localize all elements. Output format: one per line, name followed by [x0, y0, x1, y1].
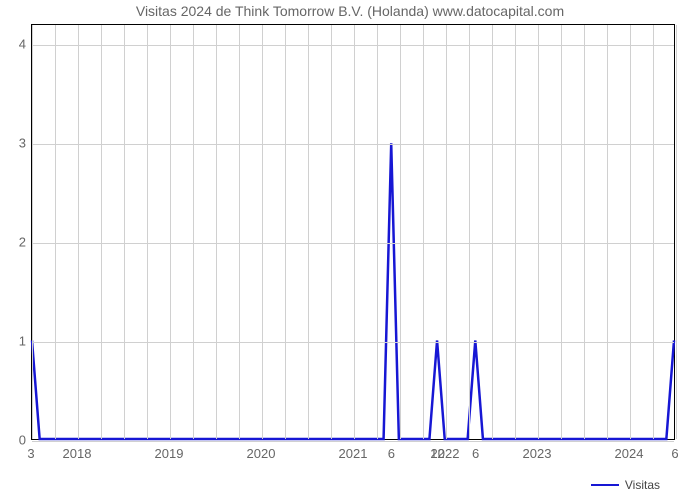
gridline-vertical [561, 25, 562, 439]
gridline-vertical [400, 25, 401, 439]
y-tick-label: 0 [10, 433, 26, 448]
gridline-vertical [423, 25, 424, 439]
gridline-vertical [262, 25, 263, 439]
x-tick-label: 2019 [155, 446, 184, 461]
x-tick-label: 2021 [339, 446, 368, 461]
gridline-vertical [78, 25, 79, 439]
y-tick-label: 4 [10, 36, 26, 51]
y-tick-label: 2 [10, 234, 26, 249]
legend-swatch [591, 484, 619, 486]
gridline-vertical [492, 25, 493, 439]
gridline-horizontal [32, 342, 674, 343]
x-tick-label: 2020 [247, 446, 276, 461]
legend-label: Visitas [625, 478, 660, 492]
gridline-horizontal [32, 243, 674, 244]
gridline-horizontal [32, 441, 674, 442]
gridline-vertical [285, 25, 286, 439]
gridline-vertical [446, 25, 447, 439]
x-callout-label: 6 [388, 446, 395, 461]
gridline-vertical [630, 25, 631, 439]
gridline-vertical [55, 25, 56, 439]
y-tick-label: 1 [10, 333, 26, 348]
gridline-vertical [239, 25, 240, 439]
legend: Visitas [591, 478, 660, 492]
gridline-vertical [607, 25, 608, 439]
chart-container: Visitas 2024 de Think Tomorrow B.V. (Hol… [0, 0, 700, 500]
x-callout-label: 6 [671, 446, 678, 461]
gridline-vertical [377, 25, 378, 439]
line-series [32, 143, 674, 439]
gridline-vertical [354, 25, 355, 439]
gridline-vertical [147, 25, 148, 439]
x-tick-label: 2018 [63, 446, 92, 461]
gridline-vertical [124, 25, 125, 439]
x-tick-label: 2024 [615, 446, 644, 461]
gridline-vertical [32, 25, 33, 439]
gridline-vertical [193, 25, 194, 439]
gridline-vertical [216, 25, 217, 439]
gridline-vertical [170, 25, 171, 439]
plot-area [31, 24, 675, 440]
chart-title: Visitas 2024 de Think Tomorrow B.V. (Hol… [0, 3, 700, 19]
line-series-svg [32, 25, 674, 439]
gridline-vertical [469, 25, 470, 439]
x-callout-label: 12 [430, 446, 444, 461]
gridline-vertical [331, 25, 332, 439]
gridline-vertical [538, 25, 539, 439]
gridline-vertical [101, 25, 102, 439]
gridline-horizontal [32, 144, 674, 145]
gridline-horizontal [32, 45, 674, 46]
x-callout-label: 3 [27, 446, 34, 461]
x-tick-label: 2023 [523, 446, 552, 461]
gridline-vertical [676, 25, 677, 439]
gridline-vertical [653, 25, 654, 439]
x-callout-label: 6 [472, 446, 479, 461]
gridline-vertical [308, 25, 309, 439]
gridline-vertical [515, 25, 516, 439]
y-tick-label: 3 [10, 135, 26, 150]
gridline-vertical [584, 25, 585, 439]
